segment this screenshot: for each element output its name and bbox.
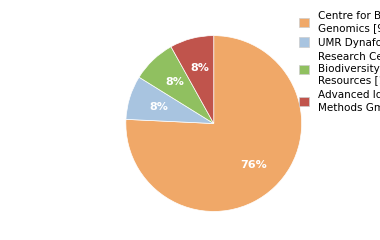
Wedge shape: [126, 36, 302, 211]
Text: 8%: 8%: [165, 77, 184, 87]
Wedge shape: [139, 47, 214, 124]
Text: 8%: 8%: [150, 102, 169, 112]
Wedge shape: [126, 77, 214, 124]
Text: 76%: 76%: [240, 160, 266, 170]
Wedge shape: [171, 36, 214, 124]
Legend: Centre for Biodiversity
Genomics [9], UMR Dynafor [1], Research Center in
Biodiv: Centre for Biodiversity Genomics [9], UM…: [296, 8, 380, 115]
Text: 8%: 8%: [190, 63, 209, 73]
